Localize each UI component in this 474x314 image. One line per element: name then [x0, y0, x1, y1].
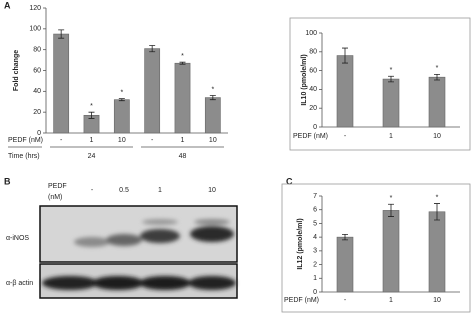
error-bar — [149, 45, 156, 53]
error-bar — [118, 98, 125, 102]
y-tick-label: 60 — [33, 67, 41, 74]
x-tick-label: 10 — [118, 137, 126, 144]
y-tick-label: 40 — [33, 88, 41, 95]
panel-label: C — [286, 176, 293, 186]
significance-mark: * — [181, 53, 184, 60]
x-tick-label: 10 — [433, 297, 441, 304]
x-tick-label: 10 — [209, 137, 217, 144]
bar — [382, 210, 400, 293]
x-tick-label: 1 — [181, 137, 185, 144]
panel-frame — [289, 17, 471, 151]
error-bar — [342, 47, 348, 64]
y-tick-label: 4 — [313, 234, 317, 241]
blot-unit-label: (nM) — [48, 194, 62, 201]
group-label: 24 — [88, 153, 96, 160]
blot-treatment-label: PEDF — [48, 183, 67, 190]
y-tick-label: 5 — [313, 220, 317, 227]
panel-frame — [281, 183, 471, 313]
x-tick-label: 1 — [389, 297, 393, 304]
blot-lane-label: 10 — [208, 187, 216, 194]
blot-lane-label: 0.5 — [119, 187, 129, 194]
bar — [336, 55, 354, 128]
bar — [204, 97, 221, 134]
group-label: 48 — [179, 153, 187, 160]
y-tick-label: 0 — [313, 289, 317, 296]
bar — [428, 211, 446, 293]
y-tick-label: 1 — [313, 275, 317, 282]
significance-mark: * — [211, 86, 214, 93]
error-bar — [209, 95, 216, 101]
x-tick-label: 1 — [90, 137, 94, 144]
y-tick-label: 0 — [313, 124, 317, 131]
y-tick-label: 7 — [313, 193, 317, 200]
significance-mark: * — [436, 65, 439, 72]
bar — [382, 78, 400, 128]
y-tick-label: 20 — [33, 109, 41, 116]
x-tick-label: - — [344, 297, 347, 304]
bar — [428, 76, 446, 128]
bar — [113, 99, 130, 134]
y-tick-label: 40 — [309, 86, 317, 93]
group-axis-label: Time (hrs) — [8, 153, 40, 160]
x-tick-label: 1 — [389, 133, 393, 140]
error-bar — [388, 75, 394, 83]
x-tick-label: - — [151, 137, 154, 144]
y-tick-label: 20 — [309, 105, 317, 112]
y-tick-label: 60 — [309, 67, 317, 74]
y-axis-label: IL12 (pmole/ml) — [297, 218, 304, 269]
bar — [53, 33, 70, 134]
x-tick-label: - — [344, 133, 347, 140]
y-axis-label: IL10 (pmole/ml) — [301, 54, 308, 105]
error-bar — [434, 203, 440, 221]
error-bar — [179, 61, 186, 65]
blot-lane-label: - — [91, 187, 94, 194]
bar — [144, 48, 161, 134]
significance-mark: * — [120, 89, 123, 96]
y-tick-label: 100 — [29, 26, 41, 33]
x-axis-label: PEDF (nM) — [284, 297, 319, 304]
error-bar — [434, 73, 440, 81]
bar — [174, 62, 191, 134]
error-bar — [342, 234, 348, 241]
error-bar — [388, 203, 394, 217]
x-tick-label: 10 — [433, 133, 441, 140]
error-bar — [88, 111, 95, 119]
y-tick-label: 2 — [313, 261, 317, 268]
significance-mark: * — [90, 103, 93, 110]
y-tick-label: 120 — [29, 5, 41, 12]
error-bar — [58, 29, 65, 39]
y-tick-label: 80 — [33, 47, 41, 54]
x-tick-label: - — [60, 137, 63, 144]
significance-mark: * — [390, 67, 393, 74]
y-tick-label: 80 — [309, 49, 317, 56]
blot — [39, 205, 238, 299]
x-axis-label: PEDF (nM) — [8, 137, 43, 144]
x-axis-label: PEDF (nM) — [293, 133, 328, 140]
significance-mark: * — [436, 194, 439, 201]
y-tick-label: 0 — [37, 130, 41, 137]
blot-lane-label: 1 — [158, 187, 162, 194]
significance-mark: * — [390, 195, 393, 202]
panel-label: A — [4, 0, 11, 10]
panel-label: B — [4, 176, 11, 186]
bar — [336, 236, 354, 293]
y-tick-label: 6 — [313, 207, 317, 214]
blot-row-label: α-iNOS — [6, 235, 29, 242]
y-tick-label: 100 — [305, 30, 317, 37]
y-axis-label: Fold change — [13, 50, 20, 91]
blot-row-label: α-β actin — [6, 280, 33, 287]
y-tick-label: 3 — [313, 248, 317, 255]
